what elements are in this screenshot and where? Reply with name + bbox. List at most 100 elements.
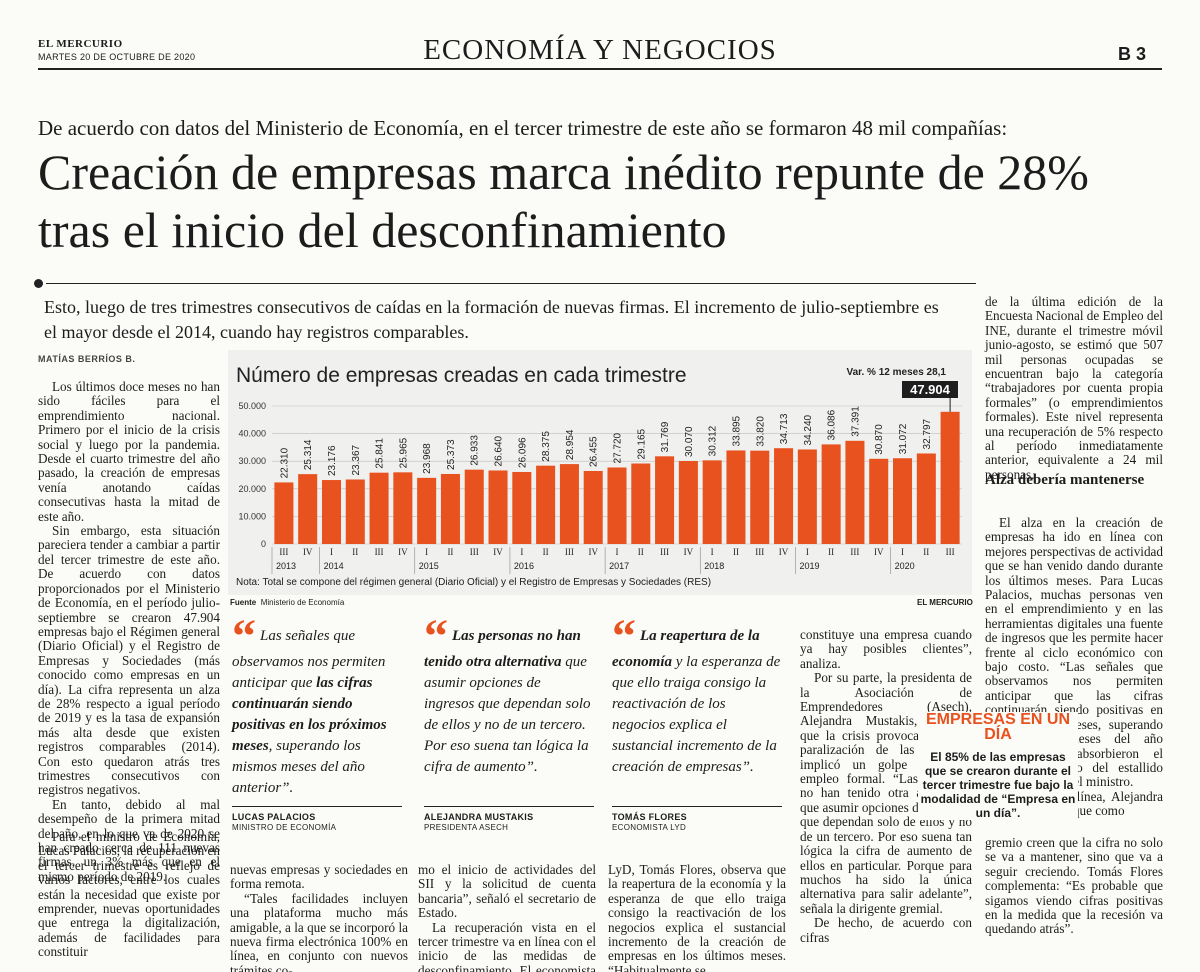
x-tick-label: I	[901, 547, 904, 557]
body-paragraph: “Tales facilidades incluyen una platafor…	[230, 890, 408, 972]
year-label: 2015	[419, 561, 439, 571]
quote-flores: “ La reapertura de la economía y la espe…	[612, 613, 782, 778]
bar-value-label: 30.070	[684, 426, 695, 457]
bar-value-label: 22.310	[279, 447, 290, 478]
bar	[512, 471, 532, 544]
quote-author-role: MINISTRO DE ECONOMÍA	[232, 823, 337, 832]
bar	[821, 444, 841, 544]
x-tick-label: IV	[493, 547, 503, 557]
headline: Creación de empresas marca inédito repun…	[38, 144, 1089, 258]
highlight-box	[902, 381, 958, 398]
year-label: 2017	[609, 561, 629, 571]
x-tick-label: IV	[874, 547, 884, 557]
x-tick-label: I	[330, 547, 333, 557]
bar-value-label: 33.895	[731, 415, 742, 446]
body-paragraph: Para el ministro de Economía, Lucas Pala…	[38, 829, 220, 960]
x-tick-label: III	[375, 547, 384, 557]
bar-value-label: 33.820	[755, 416, 766, 447]
bar	[893, 458, 913, 544]
x-tick-label: II	[828, 547, 834, 557]
bar-value-label: 31.072	[898, 423, 909, 454]
highlight-value-label: 47.904	[910, 382, 951, 397]
chart-value-labels: 22.310 25.314 23.176 23.367 25.841 25.965 23.9…	[279, 367, 958, 478]
body-paragraph: La recuperación vista en el tercer trime…	[418, 919, 596, 972]
x-tick-label: III	[755, 547, 764, 557]
bar	[869, 458, 889, 544]
bar	[607, 467, 627, 544]
body-paragraph: gremio creen que la cifra no solo se va …	[985, 835, 1163, 937]
year-label: 2016	[514, 561, 534, 571]
x-tick-label: III	[279, 547, 288, 557]
lead-paragraph: Esto, luego de tres trimestres consecuti…	[44, 297, 939, 342]
bar	[274, 482, 294, 544]
quote-text: Las señales que observamos nos permiten …	[232, 628, 387, 796]
year-label: 2019	[799, 561, 819, 571]
bar	[678, 461, 698, 544]
bar-value-label: 31.769	[660, 421, 671, 452]
quote-palacios: “ Las señales que observamos nos permite…	[232, 613, 402, 799]
source-label: Fuente	[230, 598, 257, 607]
page-number: B 3	[1118, 44, 1147, 64]
y-tick-label: 30.000	[238, 456, 266, 466]
bar-value-label: 36.086	[827, 409, 838, 440]
bar-value-label: 28.954	[565, 429, 576, 460]
year-label: 2013	[276, 561, 296, 571]
x-tick-label: III	[660, 547, 669, 557]
x-tick-label: I	[806, 547, 809, 557]
bar	[559, 464, 579, 544]
chart-bars	[274, 411, 960, 544]
y-tick-label: 20.000	[238, 484, 266, 494]
quote-author-role: ECONOMISTA LYD	[612, 823, 687, 832]
body-column-3: mo el inicio de actividades del SII y la…	[418, 862, 596, 972]
year-label: 2014	[324, 561, 344, 571]
y-tick-label: 40.000	[238, 429, 266, 439]
bar	[321, 480, 341, 544]
bar-value-label: 23.968	[422, 443, 433, 474]
chart-title: Número de empresas creadas en cada trime…	[236, 364, 687, 387]
x-tick-label: II	[447, 547, 453, 557]
body-paragraph: Los últimos doce meses no han sido fácil…	[38, 379, 220, 524]
x-tick-label: I	[616, 547, 619, 557]
bar-value-label: 26.640	[494, 435, 505, 466]
bar	[393, 472, 413, 544]
x-tick-label: IV	[303, 547, 313, 557]
issue-date: MARTES 20 DE OCTUBRE DE 2020	[38, 52, 196, 62]
bar	[726, 450, 746, 544]
newspaper-name: EL MERCURIO	[38, 38, 123, 50]
source-name: Ministerio de Economía	[260, 598, 345, 607]
chart-credit: EL MERCURIO	[917, 598, 973, 607]
quote-author-role: PRESIDENTA ASECH	[424, 823, 509, 832]
bar-value-label: 26.455	[589, 436, 600, 467]
body-paragraph: constituye una empresa cuando ya hay pos…	[800, 627, 972, 671]
quote-author: TOMÁS FLORES	[612, 812, 687, 822]
bar-value-label: 30.312	[708, 425, 719, 456]
bar-value-label: 29.165	[636, 428, 647, 459]
bar	[464, 469, 484, 544]
bar	[797, 449, 817, 544]
body-paragraph: mo el inicio de actividades del SII y la…	[418, 862, 596, 921]
bar-value-label: 26.096	[517, 437, 528, 468]
x-tick-label: III	[565, 547, 574, 557]
body-paragraph: LyD, Tomás Flores, observa que la reaper…	[608, 862, 786, 972]
bar-value-label: 23.367	[351, 444, 362, 475]
x-tick-label: III	[850, 547, 859, 557]
bar	[298, 474, 318, 544]
body-paragraph: Sin embargo, esta situación pareciera te…	[38, 523, 220, 798]
bar	[940, 411, 960, 544]
body-column-6: de la última edición de la Encuesta Naci…	[985, 294, 1163, 482]
byline: MATÍAS BERRÍOS B.	[38, 354, 136, 364]
quote-rule	[612, 806, 782, 807]
bar	[845, 440, 865, 544]
bar	[369, 472, 389, 544]
quote-text: La reapertura de la economía y la espera…	[612, 628, 781, 775]
bar-value-label: 27.720	[613, 432, 624, 463]
bar-value-label: 34.713	[779, 413, 790, 444]
lead-rule	[46, 283, 976, 284]
quote-mustakis: “ Las personas no han tenido otra altern…	[424, 613, 594, 778]
infobox: EMPRESAS EN UN DÍA El 85% de las empresa…	[918, 712, 1078, 820]
x-tick-label: IV	[684, 547, 694, 557]
bar-value-label: 23.176	[327, 445, 338, 476]
x-tick-label: II	[543, 547, 549, 557]
section-title: ECONOMÍA Y NEGOCIOS	[423, 34, 777, 66]
bar-value-label: 37.391	[850, 406, 861, 437]
